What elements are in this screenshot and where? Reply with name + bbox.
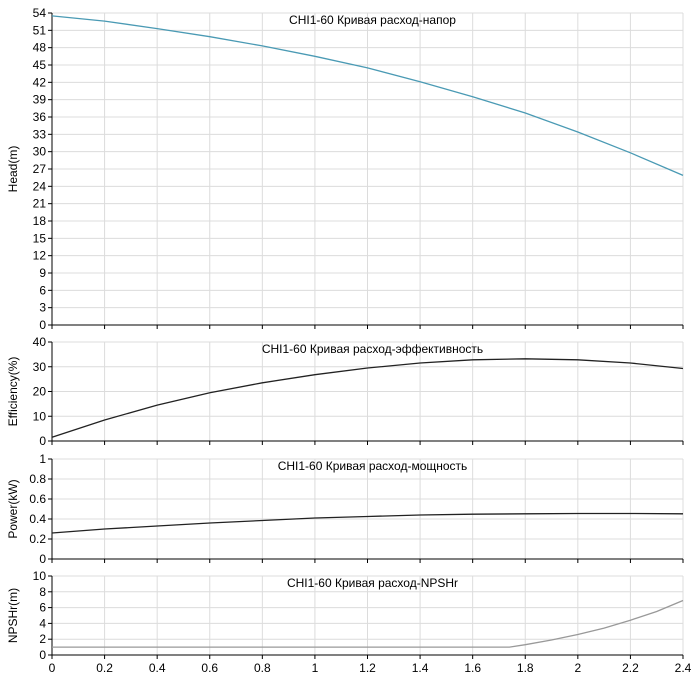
x-tick-label-10: 2 <box>574 661 581 675</box>
efficiency-ytick-label-2: 20 <box>33 385 47 399</box>
power-title: CHI1-60 Кривая расход-мощность <box>278 459 468 473</box>
x-tick-label-2: 0.4 <box>149 661 166 675</box>
power-ytick-label-2: 0.4 <box>29 512 46 526</box>
head-ytick-label-17: 51 <box>33 23 47 37</box>
x-tick-label-9: 1.8 <box>517 661 534 675</box>
x-tick-label-5: 1 <box>312 661 319 675</box>
efficiency-ytick-label-1: 10 <box>33 409 47 423</box>
head-ytick-label-10: 30 <box>33 145 47 159</box>
head-ytick-label-14: 42 <box>33 75 47 89</box>
x-tick-label-1: 0.2 <box>96 661 113 675</box>
efficiency-y-label: Efficiency(%) <box>6 357 20 427</box>
head-y-label: Head(m) <box>6 146 20 193</box>
head-ytick-label-13: 39 <box>33 93 47 107</box>
npshr-title: CHI1-60 Кривая расход-NPSHr <box>287 576 458 590</box>
power-ytick-label-1: 0.2 <box>29 532 46 546</box>
head-ytick-label-0: 0 <box>39 318 46 332</box>
head-ytick-label-15: 45 <box>33 58 47 72</box>
npshr-ytick-label-2: 4 <box>39 616 46 630</box>
head-ytick-label-16: 48 <box>33 41 47 55</box>
head-title: CHI1-60 Кривая расход-напор <box>289 13 456 27</box>
npshr-ytick-label-5: 10 <box>33 569 47 583</box>
npshr-curve-0 <box>52 599 684 648</box>
efficiency-curve-0 <box>51 358 684 438</box>
x-tick-label-11: 2.2 <box>622 661 639 675</box>
x-tick-label-3: 0.6 <box>201 661 218 675</box>
head-ytick-label-7: 21 <box>33 197 47 211</box>
power-y-label: Power(kW) <box>6 479 20 538</box>
npshr-ytick-label-0: 0 <box>39 648 46 662</box>
efficiency-ytick-label-3: 30 <box>33 360 47 374</box>
head-ytick-label-11: 33 <box>33 127 47 141</box>
power-ytick-label-5: 1 <box>39 452 46 466</box>
efficiency-ytick-label-4: 40 <box>33 335 47 349</box>
x-tick-label-6: 1.2 <box>359 661 376 675</box>
x-tick-label-7: 1.4 <box>412 661 429 675</box>
x-tick-label-0: 0 <box>49 661 56 675</box>
head-ytick-label-12: 36 <box>33 110 47 124</box>
head-ytick-label-9: 27 <box>33 162 47 176</box>
npshr-ytick-label-1: 2 <box>39 632 46 646</box>
head-ytick-label-2: 6 <box>39 283 46 297</box>
npshr-ytick-label-3: 6 <box>39 601 46 615</box>
x-tick-label-12: 2.4 <box>675 661 692 675</box>
x-tick-label-4: 0.8 <box>254 661 271 675</box>
head-ytick-label-3: 9 <box>39 266 46 280</box>
power-ytick-label-3: 0.6 <box>29 492 46 506</box>
head-ytick-label-6: 18 <box>33 214 47 228</box>
efficiency-ytick-label-0: 0 <box>39 434 46 448</box>
head-ytick-label-4: 12 <box>33 249 47 263</box>
head-curve-0 <box>51 15 684 176</box>
power-curve-0 <box>51 512 684 534</box>
head-ytick-label-5: 15 <box>33 231 47 245</box>
x-tick-label-8: 1.6 <box>464 661 481 675</box>
power-ytick-label-4: 0.8 <box>29 472 46 486</box>
efficiency-title: CHI1-60 Кривая расход-эффективность <box>262 342 483 356</box>
head-ytick-label-18: 54 <box>33 6 47 20</box>
power-ytick-label-0: 0 <box>39 552 46 566</box>
head-ytick-label-1: 3 <box>39 301 46 315</box>
head-ytick-label-8: 24 <box>33 179 47 193</box>
npshr-y-label: NPSHr(m) <box>6 588 20 643</box>
npshr-ytick-label-4: 8 <box>39 585 46 599</box>
